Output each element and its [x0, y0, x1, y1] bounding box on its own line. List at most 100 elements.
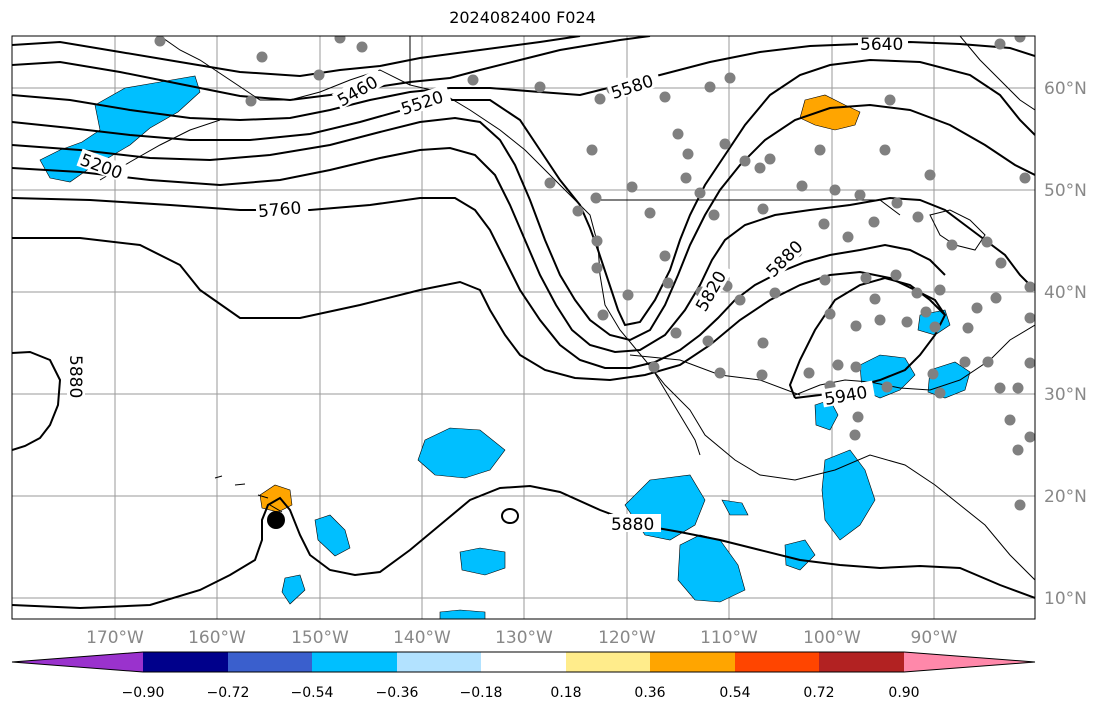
colorbar-tick-label: −0.90 — [122, 685, 165, 701]
station-dot — [971, 302, 983, 314]
station-dot — [764, 153, 776, 165]
colorbar-tick-label: −0.72 — [207, 685, 250, 701]
station-dot — [982, 356, 994, 368]
contour-line — [12, 484, 1035, 610]
station-dot — [869, 293, 881, 305]
station-dot — [854, 189, 866, 201]
station-dot — [850, 320, 862, 332]
station-dot — [874, 314, 886, 326]
station-dot — [852, 411, 864, 423]
station-dot — [934, 387, 946, 399]
baja-california — [649, 364, 701, 456]
latitude-labels: 60°N 50°N 40°N 30°N 20°N 10°N — [1044, 79, 1087, 609]
station-dot — [672, 128, 684, 140]
station-dot — [959, 356, 971, 368]
station-dot — [1012, 444, 1024, 456]
contour-line — [12, 237, 947, 399]
station-dot — [829, 184, 841, 196]
anomaly-patch — [721, 499, 749, 516]
station-dot — [995, 257, 1007, 269]
map-frame — [11, 35, 1036, 620]
station-dot — [868, 216, 880, 228]
colorbar-extend-max — [904, 652, 1035, 672]
contour-label: 5880 — [65, 355, 85, 398]
station-dot — [467, 74, 479, 86]
lon-label: 110°W — [700, 628, 758, 648]
station-dot — [1014, 499, 1026, 511]
colorbar-tick-label: 0.90 — [888, 685, 919, 701]
station-dot — [1014, 36, 1026, 43]
station-dot — [819, 274, 831, 286]
contour-line — [501, 508, 519, 524]
station-dot — [544, 177, 556, 189]
station-dot — [920, 306, 932, 318]
colorbar-extend-min — [12, 652, 143, 672]
lat-label: 40°N — [1044, 283, 1087, 303]
anomaly-patch — [784, 539, 816, 571]
station-dot — [911, 287, 923, 299]
station-dot — [659, 91, 671, 103]
station-dot — [682, 148, 694, 160]
station-dot — [757, 203, 769, 215]
station-dot — [929, 321, 941, 333]
anomaly-patch — [314, 514, 351, 557]
station-dot — [591, 235, 603, 247]
station-dot — [245, 95, 257, 107]
lat-label: 60°N — [1044, 79, 1087, 99]
station-dot — [849, 429, 861, 441]
station-dot — [586, 144, 598, 156]
anomaly-patch — [439, 609, 486, 619]
station-dot — [757, 337, 769, 349]
height-contours — [12, 36, 1035, 610]
colorbar-outline — [11, 651, 1036, 673]
station-dot — [739, 155, 751, 167]
station-dot — [927, 368, 939, 380]
hawaiian-islands — [214, 475, 283, 513]
station-dot — [832, 359, 844, 371]
lon-label: 160°W — [188, 628, 246, 648]
lat-label: 20°N — [1044, 487, 1087, 507]
colorbar-segment — [481, 652, 566, 672]
station-dot — [334, 36, 346, 44]
station-dot — [796, 180, 808, 192]
anomaly-patch — [821, 449, 876, 541]
station-dot — [934, 284, 946, 296]
station-dot — [884, 94, 896, 106]
station-dot — [594, 93, 606, 105]
station-dot — [990, 292, 1002, 304]
anomaly-patch — [281, 574, 306, 605]
map-content: 5640 5580 5520 5460 5200 5760 5820 5880 … — [12, 36, 1035, 619]
lon-label: 100°W — [803, 628, 861, 648]
lon-label: 170°W — [86, 628, 144, 648]
station-dot — [670, 327, 682, 339]
colorbar-tick-label: 0.36 — [634, 685, 665, 701]
station-dot — [659, 250, 671, 262]
great-lakes — [929, 209, 986, 251]
station-dot — [622, 289, 634, 301]
station-dot — [644, 207, 656, 219]
station-dot — [534, 81, 546, 93]
station-dot — [1012, 382, 1024, 394]
colorbar-segment — [143, 652, 228, 672]
station-dot — [1024, 312, 1035, 324]
lat-label: 30°N — [1044, 385, 1087, 405]
contour-line — [12, 103, 1035, 342]
station-dot — [590, 192, 602, 204]
colorbar-segment — [819, 652, 904, 672]
station-dot — [1024, 357, 1035, 369]
colorbar-segment — [397, 652, 481, 672]
colorbar-tick-label: −0.54 — [291, 685, 334, 701]
lat-label: 10°N — [1044, 589, 1087, 609]
contour-label: 5760 — [257, 198, 302, 222]
station-dot — [881, 381, 893, 393]
colorbar-tick-label: 0.72 — [803, 685, 834, 701]
station-dot — [824, 308, 836, 320]
station-dot — [890, 269, 902, 281]
station-dot — [597, 309, 609, 321]
lat-label: 50°N — [1044, 181, 1087, 201]
station-dot — [734, 294, 746, 306]
colorbar-segment — [566, 652, 650, 672]
station-dot — [981, 236, 993, 248]
longitude-labels: 170°W 160°W 150°W 140°W 130°W 120°W 110°… — [86, 628, 958, 648]
colorbar-tick-label: 0.54 — [719, 685, 750, 701]
